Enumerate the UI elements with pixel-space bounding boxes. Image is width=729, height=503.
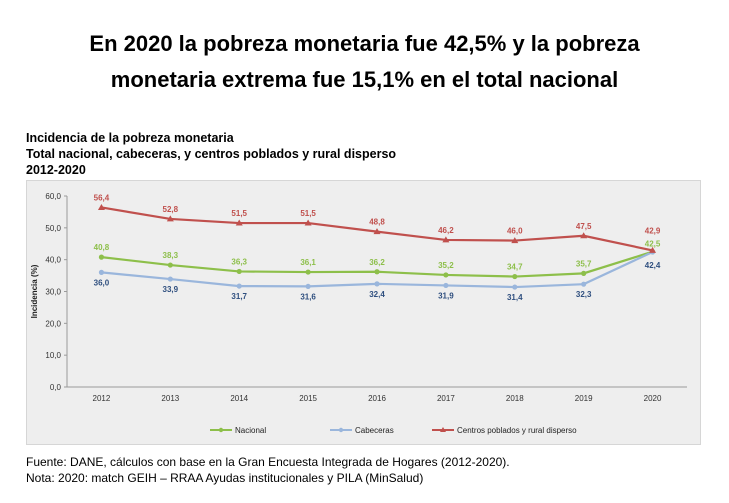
data-point-nacional [236, 268, 242, 275]
y-axis-title: Incidencia (%) [30, 264, 39, 318]
data-point-cabeceras [443, 282, 449, 289]
data-label-centros-poblados-y-rural-disperso: 47,5 [576, 222, 592, 231]
data-label-cabeceras: 32,3 [576, 290, 592, 299]
data-point-nacional [581, 270, 587, 276]
data-point-cabeceras [167, 276, 173, 282]
methodology-note: Nota: 2020: match GEIH – RRAA Ayudas ins… [26, 471, 424, 485]
line-chart: 0,0 10,0 20,0 30,0 40,0 50,0 60,0 Incidencia (%… [30, 192, 687, 435]
data-label-nacional: 35,7 [576, 259, 592, 268]
chart-heading: Incidencia de la pobreza monetaria Total… [26, 130, 396, 178]
y-tick-label: 50,0 [45, 224, 61, 233]
data-label-cabeceras: 32,4 [369, 290, 385, 299]
data-label-centros-poblados-y-rural-disperso: 56,4 [94, 193, 110, 202]
data-label-cabeceras: 33,9 [163, 285, 179, 294]
x-tick-label: 2014 [230, 394, 248, 403]
data-label-centros-poblados-y-rural-disperso: 51,5 [300, 209, 316, 218]
data-point-nacional [374, 269, 380, 275]
data-label-centros-poblados-y-rural-disperso: 52,8 [163, 205, 179, 214]
x-tick-label: 2012 [93, 394, 111, 403]
x-tick-label: 2020 [644, 394, 662, 403]
y-tick-label: 0,0 [50, 383, 62, 392]
y-tick-label: 20,0 [45, 319, 61, 328]
data-label-centros-poblados-y-rural-disperso: 48,8 [369, 218, 385, 227]
data-label-nacional: 36,3 [231, 257, 247, 266]
data-point-nacional [443, 272, 449, 278]
data-label-cabeceras: 31,6 [300, 292, 316, 301]
footnotes: Fuente: DANE, cálculos con base en la Gr… [26, 454, 510, 486]
data-label-nacional: 36,1 [300, 258, 316, 267]
data-point-cabeceras [305, 283, 311, 290]
legend-label-cabeceras: Cabeceras [355, 426, 394, 435]
data-point-centros-poblados-y-rural-disperso [649, 246, 657, 253]
data-label-cabeceras: 31,9 [438, 291, 454, 300]
y-tick-label: 60,0 [45, 192, 61, 201]
data-label-cabeceras: 31,4 [507, 293, 523, 302]
data-label-cabeceras: 36,0 [94, 278, 110, 287]
data-label-nacional: 40,8 [94, 243, 110, 252]
headline: En 2020 la pobreza monetaria fue 42,5% y… [0, 26, 729, 98]
data-point-centros-poblados-y-rural-disperso [511, 237, 519, 244]
data-point-cabeceras [98, 269, 105, 275]
data-label-centros-poblados-y-rural-disperso: 51,5 [231, 209, 247, 218]
data-label-centros-poblados-y-rural-disperso: 46,0 [507, 227, 523, 236]
headline-line-2: monetaria extrema fue 15,1% en el total … [110, 67, 619, 92]
chart-period: 2012-2020 [26, 163, 86, 177]
data-label-cabeceras: 31,7 [231, 292, 247, 301]
x-tick-label: 2013 [161, 394, 179, 403]
data-label-nacional: 38,3 [163, 251, 179, 260]
data-point-cabeceras [512, 284, 518, 290]
y-tick-label: 30,0 [45, 288, 61, 297]
data-point-nacional [98, 254, 105, 260]
data-point-nacional [305, 269, 311, 275]
data-point-centros-poblados-y-rural-disperso [442, 236, 450, 243]
legend-marker-nacional [218, 427, 224, 433]
data-label-nacional: 36,2 [369, 258, 385, 267]
x-tick-label: 2018 [506, 394, 524, 403]
x-tick-label: 2016 [368, 394, 386, 403]
chart-title: Incidencia de la pobreza monetaria [26, 131, 234, 145]
x-tick-label: 2019 [575, 394, 593, 403]
data-point-centros-poblados-y-rural-disperso [235, 219, 243, 226]
data-point-cabeceras [581, 281, 587, 287]
data-point-centros-poblados-y-rural-disperso [166, 215, 174, 222]
data-point-cabeceras [374, 281, 380, 287]
data-point-cabeceras [236, 283, 242, 289]
legend-label-centros-poblados-y-rural-disperso: Centros poblados y rural disperso [457, 426, 577, 435]
data-label-centros-poblados-y-rural-disperso: 42,9 [645, 226, 661, 235]
data-point-centros-poblados-y-rural-disperso [580, 232, 588, 239]
data-point-centros-poblados-y-rural-disperso [97, 203, 105, 210]
data-point-centros-poblados-y-rural-disperso [304, 219, 312, 226]
data-label-nacional: 42,5 [645, 240, 661, 249]
chart-subtitle: Total nacional, cabeceras, y centros pob… [26, 147, 397, 161]
x-tick-label: 2015 [299, 394, 317, 403]
chart-area: 0,0 10,0 20,0 30,0 40,0 50,0 60,0 Incidencia (%… [26, 180, 701, 445]
legend-marker-centros-poblados-y-rural-disperso [440, 427, 446, 432]
data-point-nacional [167, 262, 173, 268]
data-label-nacional: 34,7 [507, 263, 523, 272]
data-label-cabeceras: 42,4 [645, 261, 661, 270]
x-tick-label: 2017 [437, 394, 455, 403]
legend-marker-cabeceras [338, 427, 344, 433]
y-tick-label: 10,0 [45, 351, 61, 360]
data-label-nacional: 35,2 [438, 261, 454, 270]
y-tick-label: 40,0 [45, 256, 61, 265]
data-point-nacional [512, 273, 518, 280]
headline-line-1: En 2020 la pobreza monetaria fue 42,5% y… [89, 31, 640, 56]
legend-label-nacional: Nacional [235, 426, 266, 435]
data-point-centros-poblados-y-rural-disperso [373, 228, 381, 235]
source-note: Fuente: DANE, cálculos con base en la Gr… [26, 455, 510, 469]
data-label-centros-poblados-y-rural-disperso: 46,2 [438, 226, 454, 235]
